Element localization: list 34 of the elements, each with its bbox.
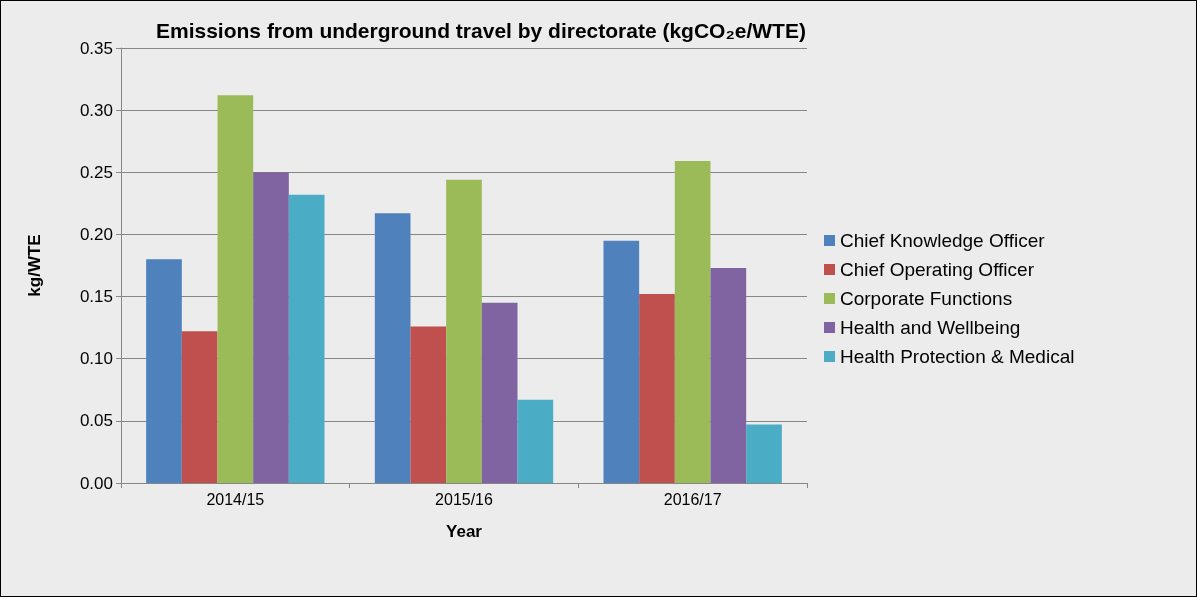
x-tick-label: 2016/17 bbox=[663, 490, 722, 508]
y-tick-label: 0.15 bbox=[79, 287, 113, 307]
y-tick-label: 0.05 bbox=[79, 411, 113, 431]
legend-label: Health and Wellbeing bbox=[840, 317, 1021, 338]
x-tick-label: 2014/15 bbox=[206, 490, 265, 508]
bar bbox=[181, 331, 218, 483]
bar bbox=[410, 326, 447, 483]
x-axis-title: Year bbox=[446, 522, 483, 541]
y-tick-label: 0.00 bbox=[79, 473, 113, 493]
legend-label: Health Protection & Medical bbox=[840, 346, 1075, 367]
y-tick-label: 0.35 bbox=[79, 38, 113, 58]
bar bbox=[710, 267, 747, 483]
chart-title: Emissions from underground travel by directorate (kgCO₂e/WTE) bbox=[156, 19, 806, 42]
bar bbox=[374, 213, 411, 483]
bar bbox=[446, 179, 482, 483]
bar bbox=[674, 161, 711, 483]
bar bbox=[146, 259, 182, 483]
y-tick-label: 0.30 bbox=[79, 100, 113, 120]
bar bbox=[253, 172, 289, 483]
bar bbox=[481, 302, 518, 483]
bar bbox=[746, 424, 782, 483]
bar bbox=[603, 240, 640, 483]
bar bbox=[517, 399, 554, 483]
legend-label: Chief Operating Officer bbox=[840, 259, 1035, 280]
bar bbox=[288, 194, 325, 483]
y-tick-label: 0.25 bbox=[79, 162, 113, 182]
y-tick-label: 0.20 bbox=[79, 224, 113, 244]
x-tick-label: 2015/16 bbox=[435, 490, 494, 508]
legend-label: Chief Knowledge Officer bbox=[840, 230, 1046, 251]
bar bbox=[217, 95, 254, 483]
legend-label: Corporate Functions bbox=[840, 288, 1013, 309]
y-tick-label: 0.10 bbox=[79, 349, 113, 369]
bar bbox=[639, 294, 675, 483]
y-axis-title: kg/WTE bbox=[25, 234, 44, 297]
